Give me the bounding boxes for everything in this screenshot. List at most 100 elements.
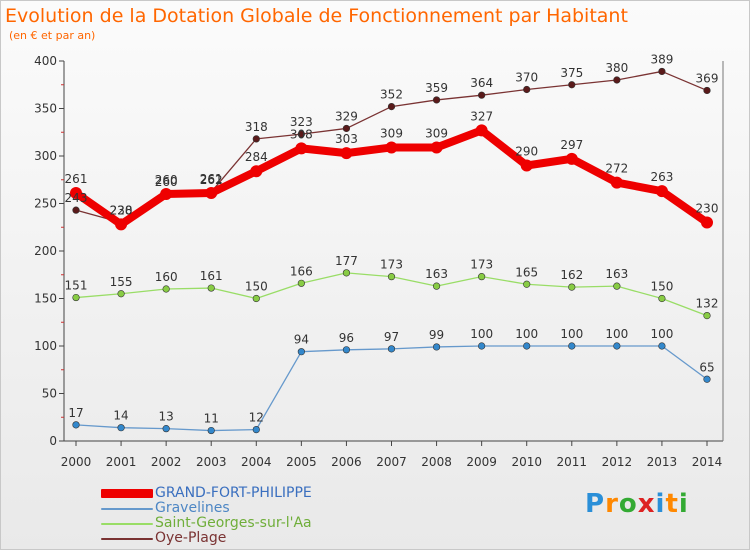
data-label-oye-plage: 260 — [155, 175, 178, 189]
data-point-oye-plage — [658, 67, 666, 76]
logo-letter: x — [637, 489, 656, 519]
data-point-oye-plage — [568, 81, 576, 89]
data-point-oye-plage — [703, 86, 711, 95]
data-point-gravelines — [703, 375, 711, 383]
data-label-gravelines: 99 — [429, 328, 444, 342]
data-point-grand-fort-philippe — [430, 141, 443, 154]
data-point-grand-fort-philippe — [565, 152, 578, 165]
data-point-saint-georges-sur-l-aa — [432, 282, 441, 290]
x-tick-label: 2006 — [331, 455, 362, 469]
legend-swatch — [101, 523, 153, 525]
x-tick-label: 2001 — [106, 455, 137, 469]
data-label-saint-georges-sur-l-aa: 165 — [515, 265, 538, 279]
data-label-grand-fort-philippe: 261 — [200, 172, 223, 186]
data-label-oye-plage: 243 — [65, 191, 88, 205]
data-point-saint-georges-sur-l-aa — [162, 285, 170, 293]
x-tick-label: 2003 — [196, 455, 227, 469]
data-point-oye-plage — [478, 91, 486, 99]
data-point-oye-plage — [72, 206, 80, 214]
data-label-gravelines: 11 — [204, 412, 219, 426]
data-point-grand-fort-philippe — [520, 159, 533, 172]
data-label-grand-fort-philippe: 284 — [245, 150, 268, 164]
x-tick-label: 2013 — [647, 455, 678, 469]
data-label-grand-fort-philippe: 309 — [425, 126, 448, 140]
chart-title: Evolution de la Dotation Globale de Fonc… — [5, 5, 628, 27]
y-tick-label: 0 — [49, 434, 57, 448]
logo-letter: i — [678, 489, 689, 519]
data-point-grand-fort-philippe — [701, 216, 713, 229]
data-label-saint-georges-sur-l-aa: 160 — [155, 270, 178, 284]
data-point-gravelines — [568, 342, 576, 350]
data-label-saint-georges-sur-l-aa: 161 — [200, 269, 223, 283]
legend-label: Gravelines — [155, 500, 230, 516]
y-tick-label: 300 — [34, 149, 57, 163]
data-label-oye-plage: 352 — [380, 88, 403, 102]
data-point-grand-fort-philippe — [610, 176, 623, 189]
y-tick-label: 400 — [34, 54, 57, 68]
data-label-gravelines: 100 — [650, 327, 673, 341]
data-point-oye-plage — [613, 76, 621, 84]
data-point-saint-georges-sur-l-aa — [387, 273, 396, 281]
data-point-gravelines — [72, 421, 80, 429]
data-label-gravelines: 13 — [159, 410, 174, 424]
data-label-grand-fort-philippe: 260 — [155, 173, 178, 187]
data-label-gravelines: 14 — [113, 409, 128, 423]
x-tick-label: 2008 — [421, 455, 452, 469]
data-label-oye-plage: 262 — [200, 173, 223, 187]
data-label-saint-georges-sur-l-aa: 162 — [560, 268, 583, 282]
data-label-grand-fort-philippe: 261 — [65, 172, 88, 186]
data-point-grand-fort-philippe — [70, 187, 82, 200]
data-point-grand-fort-philippe — [475, 124, 488, 137]
data-label-grand-fort-philippe: 228 — [110, 203, 133, 217]
legend-label: GRAND-FORT-PHILIPPE — [155, 485, 312, 501]
data-label-gravelines: 100 — [560, 327, 583, 341]
x-tick-label: 2000 — [61, 455, 92, 469]
data-label-oye-plage: 375 — [560, 66, 583, 80]
data-label-saint-georges-sur-l-aa: 150 — [245, 280, 268, 294]
x-tick-label: 2012 — [602, 455, 633, 469]
data-label-gravelines: 100 — [605, 327, 628, 341]
data-label-grand-fort-philippe: 303 — [335, 132, 358, 146]
data-label-oye-plage: 230 — [110, 204, 133, 218]
logo-letter: r — [605, 489, 619, 519]
x-tick-label: 2011 — [557, 455, 588, 469]
data-point-gravelines — [613, 342, 621, 350]
logo-letter: i — [655, 489, 666, 519]
data-point-grand-fort-philippe — [295, 142, 308, 155]
data-label-saint-georges-sur-l-aa: 151 — [65, 279, 88, 293]
data-point-saint-georges-sur-l-aa — [207, 284, 215, 292]
data-point-oye-plage — [297, 130, 305, 138]
data-label-saint-georges-sur-l-aa: 173 — [470, 258, 493, 272]
x-tick-label: 2002 — [151, 455, 182, 469]
data-point-grand-fort-philippe — [340, 147, 353, 160]
data-point-grand-fort-philippe — [250, 165, 263, 178]
data-point-saint-georges-sur-l-aa — [342, 269, 351, 277]
x-tick-label: 2014 — [692, 455, 723, 469]
data-label-oye-plage: 323 — [290, 115, 313, 129]
data-point-saint-georges-sur-l-aa — [703, 312, 711, 320]
y-tick-label: 250 — [34, 197, 57, 211]
data-point-oye-plage — [342, 124, 351, 133]
data-label-gravelines: 96 — [339, 331, 354, 345]
data-point-grand-fort-philippe — [160, 188, 173, 200]
data-point-saint-georges-sur-l-aa — [72, 293, 80, 302]
data-point-gravelines — [387, 345, 396, 353]
data-point-gravelines — [117, 424, 125, 432]
chart-subtitle: (en € et par an) — [9, 29, 96, 42]
data-point-saint-georges-sur-l-aa — [297, 279, 305, 287]
data-label-saint-georges-sur-l-aa: 155 — [110, 275, 133, 289]
data-label-grand-fort-philippe: 272 — [605, 162, 628, 176]
legend-swatch — [101, 538, 153, 540]
data-point-grand-fort-philippe — [385, 141, 398, 154]
data-point-oye-plage — [432, 96, 441, 104]
data-point-gravelines — [478, 342, 486, 350]
data-labels-layer: 243 230 260 262 318 323 329 352 359 364 370 375 380 3… — [65, 52, 719, 425]
x-tick-label: 2007 — [376, 455, 407, 469]
data-point-grand-fort-philippe — [205, 187, 218, 200]
data-label-oye-plage: 318 — [245, 120, 268, 134]
y-tick-label: 200 — [34, 244, 57, 258]
data-label-grand-fort-philippe: 297 — [560, 138, 583, 152]
data-point-gravelines — [432, 343, 441, 351]
legend-label: Oye-Plage — [155, 530, 227, 546]
